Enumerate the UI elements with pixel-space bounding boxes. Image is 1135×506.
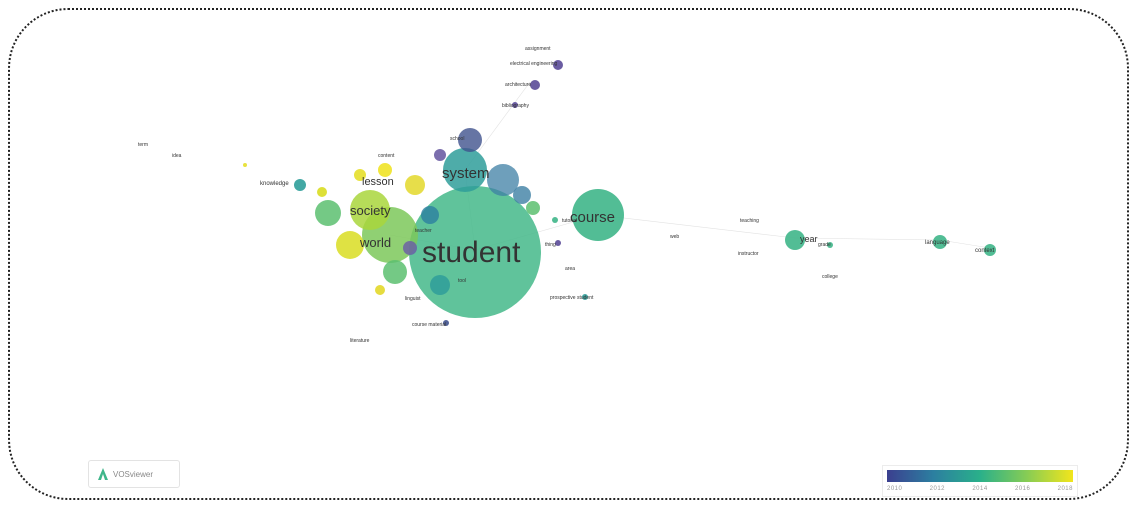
node-small[interactable] (243, 163, 247, 167)
legend-tick: 2012 (929, 486, 946, 492)
legend-tick: 2014 (972, 486, 988, 492)
node-teaching[interactable] (403, 241, 417, 255)
label-instructor: instructor (738, 251, 759, 257)
node-electrical-engineering[interactable] (553, 60, 563, 70)
node-architecture[interactable] (530, 80, 540, 90)
map-frame: student course system society world less… (8, 8, 1129, 500)
network-map[interactable]: student course system society world less… (10, 10, 1129, 500)
node-year[interactable] (785, 230, 805, 250)
node-linguist[interactable] (383, 260, 407, 284)
node-tool[interactable] (430, 275, 450, 295)
label-term: term (138, 142, 148, 148)
node-layer (243, 60, 996, 326)
label-teacher: teacher (415, 228, 432, 234)
node-course-material[interactable] (443, 320, 449, 326)
node-term[interactable] (317, 187, 327, 197)
label-architecture: architecture (505, 82, 531, 88)
legend-tick: 2016 (1014, 486, 1031, 492)
label-electrical-engineering: electrical engineering (510, 61, 557, 67)
legend-gradient-bar (887, 470, 1073, 482)
link-line (794, 237, 941, 241)
legend-ticks: 2010 2012 2014 2016 2018 (887, 486, 1073, 492)
node-thing[interactable] (555, 240, 561, 246)
label-course: course (570, 209, 615, 226)
node-language[interactable] (933, 235, 947, 249)
label-student: student (422, 236, 521, 269)
label-system: system (442, 165, 490, 182)
label-thing: thing (545, 242, 556, 248)
label-context: context (975, 248, 995, 254)
label-tool: tool (458, 278, 466, 284)
node-web[interactable] (487, 164, 519, 196)
label-language: language (925, 240, 950, 246)
label-web: web (670, 234, 679, 240)
node-knowledge[interactable] (315, 200, 341, 226)
node-literature[interactable] (421, 206, 439, 224)
node-grade[interactable] (458, 128, 482, 152)
node-tutorial[interactable] (552, 217, 558, 223)
label-bibliography: bibliography (502, 103, 529, 109)
vosviewer-logo: VOSviewer (88, 460, 180, 488)
label-tutorial: tutorial (562, 218, 577, 224)
node-lesson[interactable] (336, 231, 364, 259)
label-teaching: teaching (740, 218, 759, 224)
label-area: area (565, 266, 575, 272)
node-idea[interactable] (294, 179, 306, 191)
node-area[interactable] (354, 169, 366, 181)
node-society[interactable] (350, 190, 390, 230)
node-teacher[interactable] (405, 175, 425, 195)
node-assignment[interactable] (526, 201, 540, 215)
label-assignment: assignment (525, 46, 551, 52)
label-year: year (800, 234, 818, 244)
label-grade: grade (818, 242, 831, 248)
node-prospective-student[interactable] (582, 294, 588, 300)
node-school[interactable] (378, 163, 392, 177)
link-line (597, 214, 796, 239)
node-content[interactable] (375, 285, 385, 295)
label-school: school (450, 136, 464, 142)
link-line (939, 239, 991, 249)
label-linguist: linguist (405, 296, 421, 302)
legend-tick: 2018 (1057, 486, 1073, 492)
legend-tick: 2010 (887, 486, 903, 492)
label-idea: idea (172, 153, 182, 159)
label-society: society (350, 203, 391, 218)
year-color-legend: 2010 2012 2014 2016 2018 (882, 465, 1078, 497)
node-system[interactable] (443, 148, 487, 192)
label-world: world (359, 235, 391, 250)
vosviewer-logo-icon (98, 468, 108, 480)
node-bibliography[interactable] (512, 102, 518, 108)
node-context[interactable] (513, 186, 531, 204)
label-prospective-student: prospective student (550, 295, 594, 301)
label-content: content (378, 153, 395, 159)
label-literature: literature (350, 338, 370, 344)
node-instructor[interactable] (434, 149, 446, 161)
label-college: college (822, 274, 838, 280)
node-course[interactable] (572, 189, 624, 241)
node-college[interactable] (984, 244, 996, 256)
label-lesson: lesson (362, 176, 394, 188)
logo-text: VOSviewer (113, 469, 154, 479)
label-knowledge: knowledge (260, 181, 289, 187)
label-layer: student course system society world less… (138, 46, 995, 344)
label-course-material: course material (412, 322, 446, 328)
node-term-2[interactable] (827, 242, 833, 248)
